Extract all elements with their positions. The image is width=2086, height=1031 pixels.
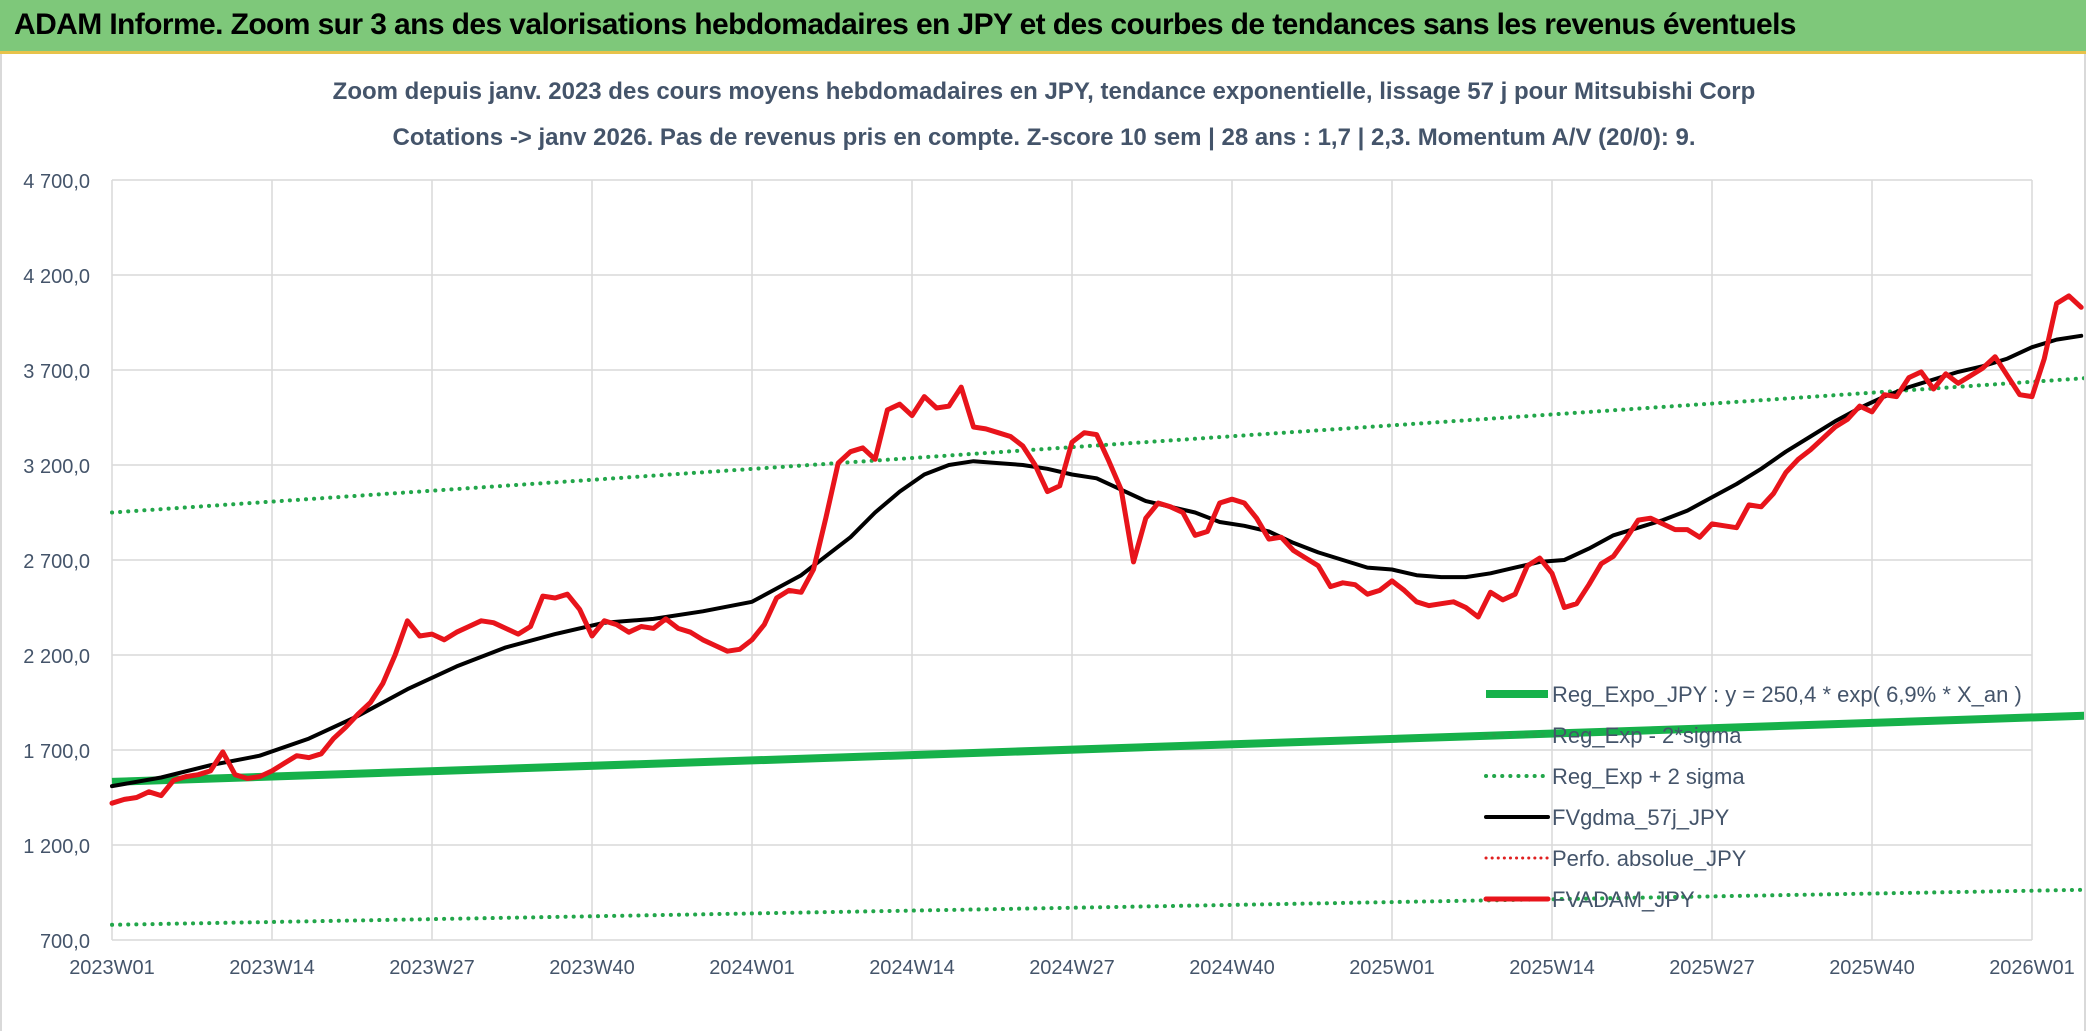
y-tick-label: 700,0: [40, 931, 90, 953]
reg-minus-2sigma-line: [110, 887, 2084, 927]
x-tick-label: 2025W14: [1509, 957, 1595, 979]
y-tick-label: 1 200,0: [23, 836, 90, 858]
legend-label: Reg_Expo_JPY : y = 250,4 * exp( 6,9% * X…: [1552, 682, 2022, 707]
chart-title: Zoom depuis janv. 2023 des cours moyens …: [333, 78, 1756, 105]
x-tick-label: 2024W27: [1029, 957, 1115, 979]
x-tick-label: 2023W27: [389, 957, 475, 979]
y-tick-label: 3 200,0: [23, 456, 90, 478]
x-tick-label: 2025W40: [1829, 957, 1915, 979]
gdma-57j-line: [110, 333, 2084, 789]
report-title: ADAM Informe. Zoom sur 3 ans des valoris…: [14, 8, 1797, 41]
x-tick-label: 2026W01: [1989, 957, 2075, 979]
axis-layer: 700,0 1 200,0 1 700,0 2 200,0 2 700,0 3 200,0…: [23, 171, 2075, 979]
legend-label: Reg_Exp + 2 sigma: [1552, 764, 1745, 789]
y-tick-label: 3 700,0: [23, 361, 90, 383]
header-bar: ADAM Informe. Zoom sur 3 ans des valoris…: [0, 0, 2086, 54]
x-tick-label: 2023W40: [549, 957, 635, 979]
legend-label: Reg_Exp - 2*sigma: [1552, 723, 1742, 748]
x-tick-label: 2025W01: [1349, 957, 1435, 979]
chart-legend: Reg_Expo_JPY : y = 250,4 * exp( 6,9% * X…: [1483, 682, 2022, 912]
fvadam-line: [109, 293, 2084, 806]
line-chart: 700,0 1 200,0 1 700,0 2 200,0 2 700,0 3 200,0…: [23, 78, 2084, 979]
x-tick-label: 2024W40: [1189, 957, 1275, 979]
y-tick-label: 1 700,0: [23, 741, 90, 763]
x-tick-label: 2024W01: [709, 957, 795, 979]
y-tick-label: 2 200,0: [23, 646, 90, 668]
x-tick-label: 2025W27: [1669, 957, 1755, 979]
y-tick-label: 2 700,0: [23, 551, 90, 573]
y-tick-label: 4 700,0: [23, 171, 90, 193]
series-layer: [109, 293, 2084, 927]
x-tick-label: 2024W14: [869, 957, 955, 979]
chart-subtitle: Cotations -> janv 2026. Pas de revenus p…: [392, 124, 1695, 151]
legend-label: Perfo. absolue_JPY: [1552, 846, 1747, 871]
chart-frame: 700,0 1 200,0 1 700,0 2 200,0 2 700,0 3 200,0…: [0, 54, 2086, 1031]
legend-label: FVgdma_57j_JPY: [1552, 805, 1730, 830]
x-tick-label: 2023W01: [69, 957, 155, 979]
x-tick-label: 2023W14: [229, 957, 315, 979]
y-tick-label: 4 200,0: [23, 266, 90, 288]
grid-layer: [111, 179, 2033, 941]
reg-plus-2sigma-line: [110, 376, 2084, 515]
reg-expo-line: [111, 711, 2084, 786]
legend-label: FVADAM_JPY: [1552, 887, 1695, 912]
